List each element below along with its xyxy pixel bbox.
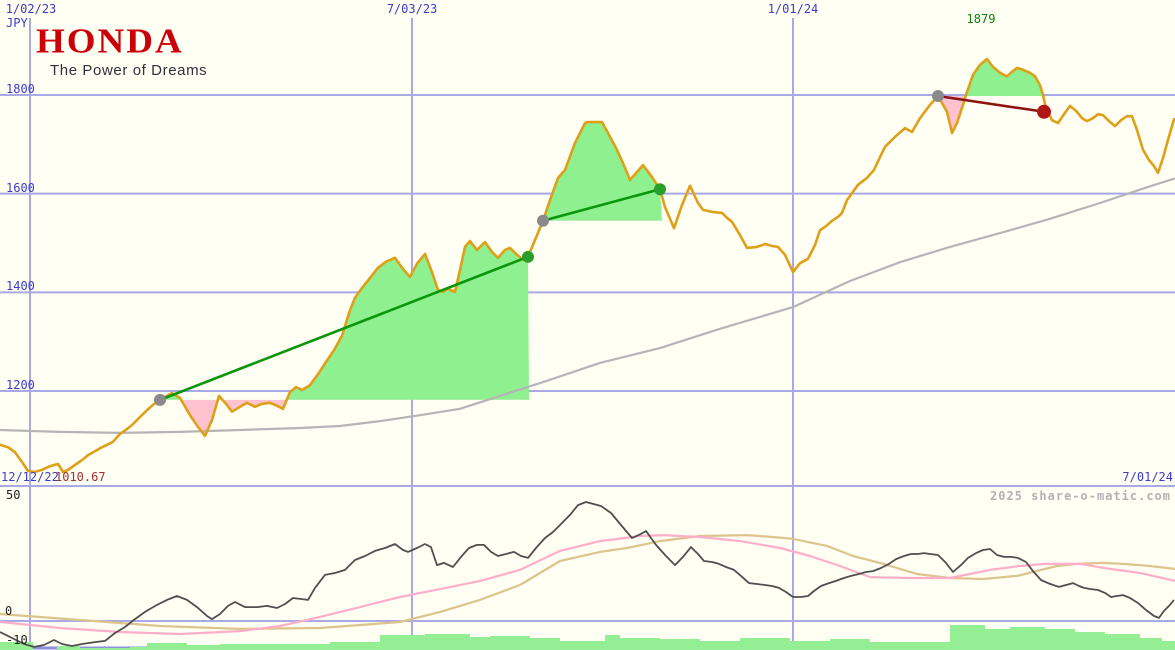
price-tick-label: 1800 — [6, 82, 35, 96]
indicator-tick-label: -10 — [6, 633, 28, 647]
price-tick-label: 1400 — [6, 279, 35, 293]
price-tick-label: 1200 — [6, 378, 35, 392]
start-price-label: 1010.67 — [55, 470, 106, 484]
indicator-tick-label: 0 — [5, 604, 13, 618]
x-axis-date-label: 1/01/24 — [767, 2, 819, 16]
x-axis-date-label: 1/02/23 — [5, 2, 57, 16]
end-date-label: 7/01/24 — [1122, 470, 1173, 484]
watermark: 2025 share-o-matic.com — [990, 489, 1171, 503]
honda-logo: HONDA The Power of Dreams — [36, 24, 207, 79]
indicator-tick-label: 50 — [6, 488, 21, 502]
start-date-label: 12/12/22 — [1, 470, 59, 484]
peak-price-annotation: 1879 — [966, 12, 996, 26]
x-axis-date-label: 7/03/23 — [386, 2, 438, 16]
honda-tagline: The Power of Dreams — [50, 62, 208, 79]
price-tick-label: 1600 — [6, 181, 35, 195]
honda-logo-text: HONDA — [36, 22, 184, 61]
currency-axis-label: JPY — [6, 16, 28, 30]
